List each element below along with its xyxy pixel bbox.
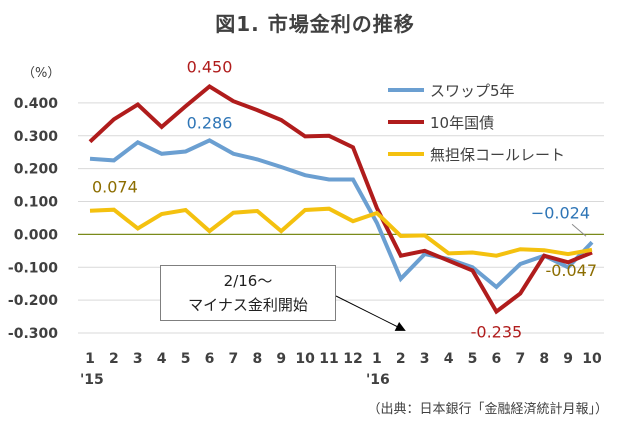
x-tick-label: 10 bbox=[582, 351, 602, 367]
x-tick-label: 8 bbox=[539, 351, 549, 367]
x-tick-label: 4 bbox=[157, 351, 167, 367]
y-tick-label: -0.100 bbox=[8, 260, 58, 276]
y-tick-label: 0.100 bbox=[14, 195, 59, 211]
y-axis-unit-label: （%） bbox=[22, 66, 61, 81]
x-tick-label: 8 bbox=[252, 351, 262, 367]
negative-rate-callout: 2/16～ マイナス金利開始 bbox=[160, 265, 336, 321]
data-label: 0.286 bbox=[187, 113, 233, 132]
callout-date: 2/16～ bbox=[223, 272, 273, 290]
x-tick-label: 10 bbox=[295, 351, 315, 367]
x-tick-label: 3 bbox=[420, 351, 430, 367]
chart-legend: スワップ5年 10年国債 無担保コールレート bbox=[388, 74, 565, 170]
x-tick-label: 1 bbox=[372, 351, 382, 367]
x-tick-label: 9 bbox=[276, 351, 286, 367]
data-label: -0.047 bbox=[545, 261, 597, 280]
y-tick-label: 0.300 bbox=[14, 129, 59, 145]
x-tick-label: 2 bbox=[396, 351, 406, 367]
y-tick-label: 0.400 bbox=[14, 96, 59, 112]
x-tick-label: 11 bbox=[319, 351, 338, 367]
chart-title: 図1. 市場金利の推移 bbox=[215, 12, 415, 36]
source-note: （出典：日本銀行「金融経済統計月報」） bbox=[367, 402, 608, 417]
legend-swatch-swap bbox=[388, 88, 424, 92]
call-rate-line bbox=[89, 206, 593, 258]
y-tick-label: -0.300 bbox=[8, 326, 58, 342]
x-tick-label: 4 bbox=[444, 351, 454, 367]
x-tick-label: 5 bbox=[468, 351, 478, 367]
legend-item-jgb: 10年国債 bbox=[388, 106, 565, 138]
legend-swatch-jgb bbox=[388, 120, 424, 124]
y-tick-label: 0.200 bbox=[14, 162, 59, 178]
x-tick-label: 7 bbox=[229, 351, 239, 367]
legend-label-swap: スワップ5年 bbox=[430, 81, 515, 100]
legend-item-swap: スワップ5年 bbox=[388, 74, 565, 106]
swap-label-leader bbox=[571, 223, 587, 237]
legend-item-call: 無担保コールレート bbox=[388, 138, 565, 170]
x-tick-label: 2 bbox=[109, 351, 119, 367]
x-tick-label: 7 bbox=[515, 351, 525, 367]
x-tick-label: 6 bbox=[492, 351, 502, 367]
x-tick-label: 1 bbox=[85, 351, 95, 367]
year-label-2016: '16 bbox=[366, 372, 390, 388]
year-label-2015: '15 bbox=[80, 372, 104, 388]
x-tick-label: 12 bbox=[343, 351, 362, 367]
legend-label-jgb: 10年国債 bbox=[430, 113, 495, 132]
x-tick-label: 5 bbox=[181, 351, 191, 367]
x-tick-label: 3 bbox=[133, 351, 143, 367]
data-label: 0.074 bbox=[92, 178, 138, 197]
jgb-10y-line bbox=[88, 83, 593, 315]
data-label: −0.024 bbox=[531, 203, 590, 222]
swap-5y-line bbox=[89, 138, 594, 290]
y-tick-label: 0.000 bbox=[14, 227, 59, 243]
legend-swatch-call bbox=[388, 152, 424, 156]
callout-arrow bbox=[335, 295, 406, 331]
y-tick-label: -0.200 bbox=[8, 293, 58, 309]
x-tick-label: 6 bbox=[205, 351, 215, 367]
data-label: -0.235 bbox=[471, 323, 523, 342]
legend-label-call: 無担保コールレート bbox=[430, 145, 566, 164]
data-label: 0.450 bbox=[187, 57, 233, 76]
callout-text: マイナス金利開始 bbox=[188, 296, 308, 314]
x-tick-label: 9 bbox=[563, 351, 573, 367]
